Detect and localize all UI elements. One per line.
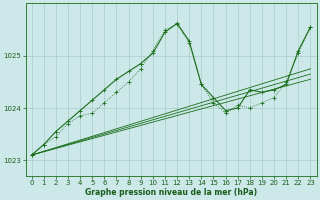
X-axis label: Graphe pression niveau de la mer (hPa): Graphe pression niveau de la mer (hPa): [85, 188, 257, 197]
